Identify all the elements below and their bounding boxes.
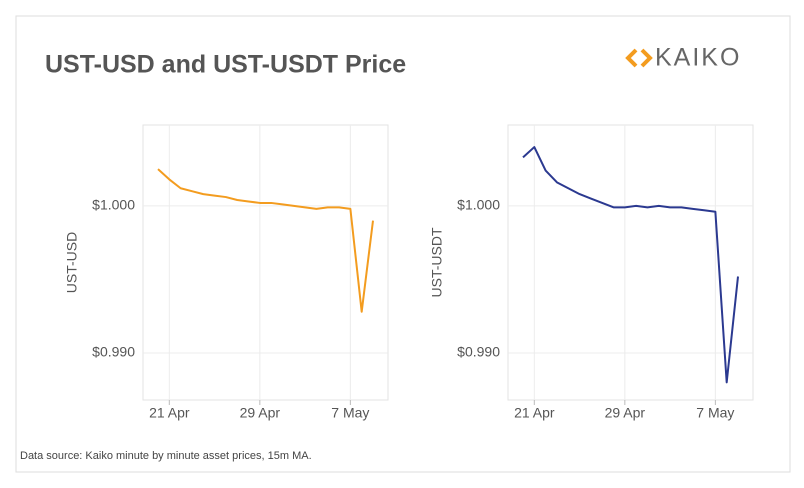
x-tick-label: 21 Apr xyxy=(149,405,190,421)
x-tick-label: 7 May xyxy=(331,405,369,421)
plot-area xyxy=(507,124,754,401)
y-tick-label: $1.000 xyxy=(92,197,135,213)
x-tick-label: 7 May xyxy=(696,405,734,421)
frame xyxy=(15,15,791,473)
logo-icon xyxy=(625,48,653,68)
plot-area xyxy=(142,124,389,401)
y-tick-label: $0.990 xyxy=(92,344,135,360)
y-axis-label: UST-USD xyxy=(64,232,80,293)
x-tick-label: 29 Apr xyxy=(605,405,646,421)
y-tick-label: $0.990 xyxy=(457,344,500,360)
x-tick-label: 29 Apr xyxy=(240,405,281,421)
logo-text: KAIKO xyxy=(655,44,741,72)
y-tick-label: $1.000 xyxy=(457,197,500,213)
x-tick-label: 21 Apr xyxy=(514,405,555,421)
chart-title: UST-USD and UST-USDT Price xyxy=(45,51,406,79)
source-note: Data source: Kaiko minute by minute asse… xyxy=(20,450,312,462)
series-line xyxy=(522,146,739,384)
series-line xyxy=(157,168,374,313)
y-axis-label: UST-USDT xyxy=(429,227,445,297)
